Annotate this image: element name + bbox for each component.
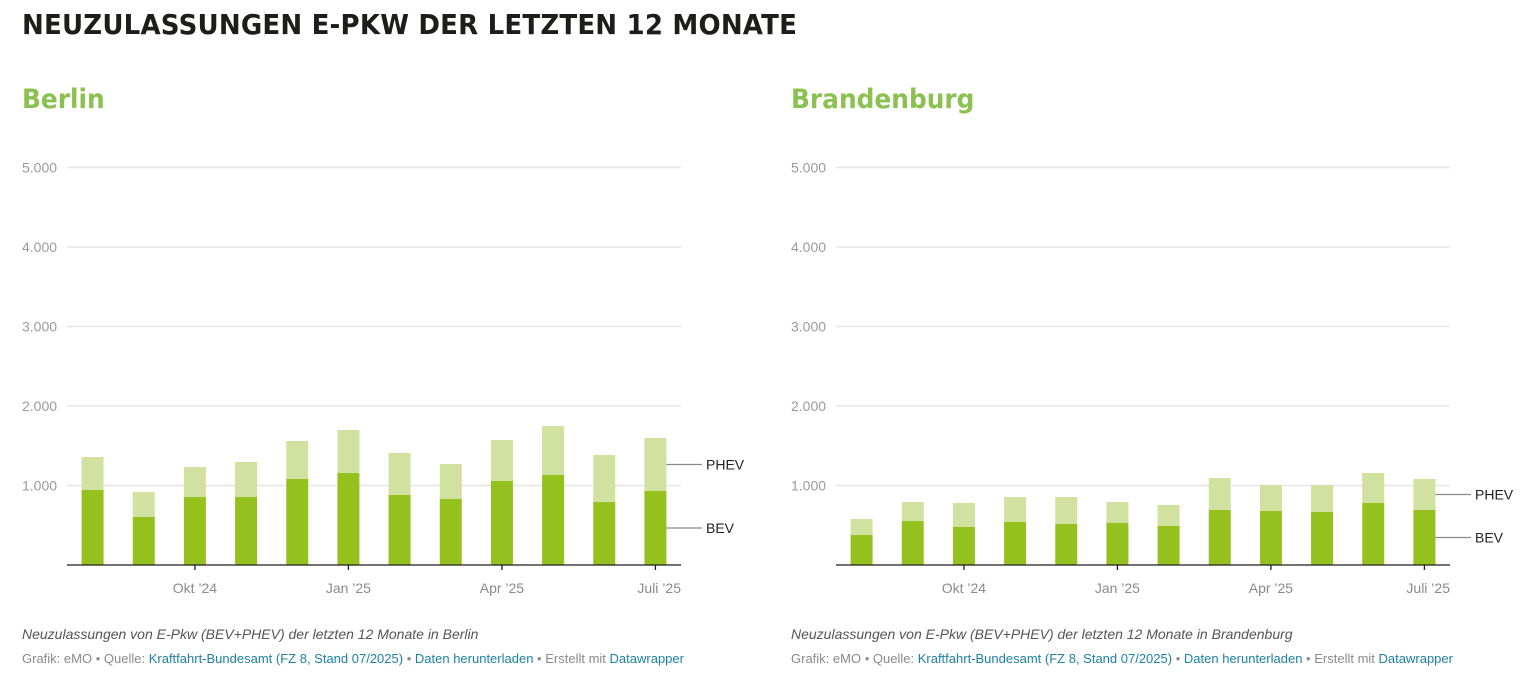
bar-bev <box>1055 523 1078 565</box>
download-data-link[interactable]: Daten herunterladen <box>414 651 534 666</box>
bar-bev <box>183 497 206 565</box>
y-tick-label: 3.000 <box>791 319 826 335</box>
x-tick-label: Jan ’25 <box>1095 580 1140 596</box>
separator-dot: • <box>1306 651 1311 666</box>
bar-phev <box>183 466 206 498</box>
bar-bev <box>644 490 667 565</box>
bar-phev <box>439 464 462 500</box>
chart-title: Brandenburg <box>791 84 975 115</box>
chart-caption: Neuzulassungen von E-Pkw (BEV+PHEV) der … <box>791 626 1293 642</box>
series-label-phev: PHEV <box>1475 486 1514 502</box>
series-label-phev: PHEV <box>706 457 745 473</box>
bar-bev <box>1311 511 1334 565</box>
download-data-link[interactable]: Daten herunterladen <box>1183 651 1303 666</box>
credit-source-label: Quelle: <box>872 651 915 666</box>
chart-caption: Neuzulassungen von E-Pkw (BEV+PHEV) der … <box>22 626 479 642</box>
bar-phev <box>1362 473 1385 503</box>
bar-phev <box>388 452 411 495</box>
bar-chart: 1.000 2.000 3.000 4.000 5.000 Okt ’24 Jan ’25 A… <box>22 160 745 597</box>
separator-dot: • <box>537 651 542 666</box>
bar-bev <box>1004 521 1027 565</box>
bar-phev <box>1413 478 1436 510</box>
y-tick-label: 4.000 <box>22 239 57 255</box>
y-tick-label: 2.000 <box>791 398 826 414</box>
bar-bev <box>1413 509 1436 565</box>
credit-grafik: Grafik: eMO <box>791 651 862 666</box>
bar-bev <box>235 497 258 565</box>
bar-bev <box>132 516 155 565</box>
bar-bev <box>1157 525 1180 565</box>
bar-bev <box>1362 502 1385 565</box>
x-tick-label: Juli ’25 <box>1406 580 1450 596</box>
series-label-bev: BEV <box>1475 529 1504 545</box>
created-with-label: Erstellt mit <box>545 651 606 666</box>
bar-phev <box>850 518 873 536</box>
x-tick-label: Okt ’24 <box>173 580 218 596</box>
x-tick-label: Apr ’25 <box>1249 580 1294 596</box>
y-tick-label: 1.000 <box>791 478 826 494</box>
bar-phev <box>644 438 667 491</box>
separator-dot: • <box>864 651 870 666</box>
bar-phev <box>952 502 975 527</box>
datawrapper-link[interactable]: Datawrapper <box>609 651 684 666</box>
bar-phev <box>235 461 258 498</box>
y-tick-label: 1.000 <box>22 478 57 494</box>
bar-phev <box>1259 485 1282 512</box>
bar-phev <box>81 457 104 491</box>
bar-bev <box>542 475 565 565</box>
bar-phev <box>1208 478 1231 510</box>
y-tick-label: 3.000 <box>22 319 57 335</box>
bar-phev <box>286 440 309 479</box>
y-tick-label: 2.000 <box>22 398 57 414</box>
bar-phev <box>1157 504 1180 526</box>
credit-grafik: Grafik: eMO <box>22 651 93 666</box>
chart-credits: Grafik: eMO • Quelle: Kraftfahrt-Bundesa… <box>791 651 1453 666</box>
chart-title: Berlin <box>22 84 105 115</box>
bar-phev <box>337 430 360 474</box>
bar-bev <box>439 499 462 565</box>
source-link[interactable]: Kraftfahrt-Bundesamt (FZ 8, Stand 07/202… <box>148 651 404 666</box>
separator-dot: • <box>406 651 412 666</box>
separator-dot: • <box>1175 651 1181 666</box>
chart-panel-berlin: Berlin 1.000 2.000 3.000 4.000 5.000 Okt ’24 J… <box>0 0 765 700</box>
bar-phev <box>1106 502 1129 524</box>
bar-bev <box>1106 523 1129 565</box>
x-tick-label: Juli ’25 <box>637 580 681 596</box>
bar-phev <box>593 454 616 503</box>
x-tick-label: Apr ’25 <box>480 580 525 596</box>
bar-chart: 1.000 2.000 3.000 4.000 5.000 Okt ’24 Jan ’25 A… <box>791 160 1514 597</box>
chart-panel-brandenburg: Brandenburg 1.000 2.000 3.000 4.000 5.000 Okt… <box>769 0 1534 700</box>
bar-bev <box>81 490 104 565</box>
bar-bev <box>1208 509 1231 565</box>
bar-bev <box>388 494 411 565</box>
credit-source-label: Quelle: <box>103 651 146 666</box>
bar-bev <box>901 521 924 565</box>
source-link[interactable]: Kraftfahrt-Bundesamt (FZ 8, Stand 07/202… <box>917 651 1173 666</box>
bar-bev <box>593 502 616 565</box>
x-tick-label: Okt ’24 <box>942 580 987 596</box>
bar-bev <box>286 478 309 565</box>
bar-phev <box>132 492 155 517</box>
bar-phev <box>490 440 513 481</box>
chart-credits: Grafik: eMO • Quelle: Kraftfahrt-Bundesa… <box>22 651 684 666</box>
y-tick-label: 5.000 <box>791 160 826 176</box>
bar-bev <box>490 480 513 565</box>
bar-bev <box>850 535 873 565</box>
page-title: NEUZULASSUNGEN E-PKW DER LETZTEN 12 MONA… <box>22 8 798 41</box>
bar-phev <box>901 502 924 522</box>
bar-bev <box>952 526 975 565</box>
bar-phev <box>1055 497 1078 524</box>
bar-bev <box>337 473 360 565</box>
bar-phev <box>1004 497 1027 522</box>
y-tick-label: 4.000 <box>791 239 826 255</box>
bar-bev <box>1259 511 1282 565</box>
separator-dot: • <box>95 651 101 666</box>
x-tick-label: Jan ’25 <box>326 580 371 596</box>
series-label-bev: BEV <box>706 520 735 536</box>
datawrapper-link[interactable]: Datawrapper <box>1378 651 1453 666</box>
bar-phev <box>542 426 565 476</box>
bar-phev <box>1311 485 1334 512</box>
y-tick-label: 5.000 <box>22 160 57 176</box>
created-with-label: Erstellt mit <box>1314 651 1375 666</box>
